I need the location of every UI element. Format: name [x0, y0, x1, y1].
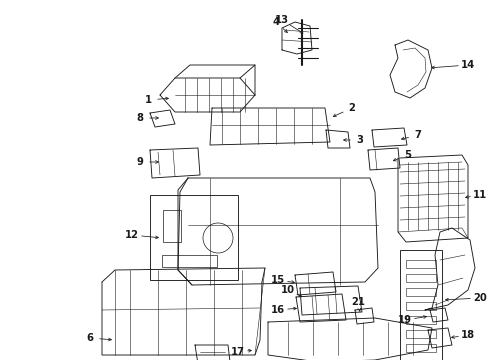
Text: 6: 6: [87, 333, 94, 343]
Text: 18: 18: [461, 330, 475, 340]
Text: 17: 17: [231, 347, 245, 357]
Text: 15: 15: [271, 275, 285, 285]
Bar: [406, 330, 436, 338]
Bar: [406, 344, 436, 352]
Bar: [163, 210, 181, 242]
Bar: [400, 250, 442, 360]
Bar: [406, 260, 436, 268]
Text: 1: 1: [145, 95, 151, 105]
Text: 5: 5: [405, 150, 412, 160]
Text: 2: 2: [348, 103, 355, 113]
Text: 14: 14: [461, 60, 475, 70]
Text: 20: 20: [473, 293, 487, 303]
Text: 11: 11: [473, 190, 487, 200]
Bar: [406, 274, 436, 282]
Text: 8: 8: [137, 113, 144, 123]
Text: 12: 12: [125, 230, 139, 240]
Text: 9: 9: [137, 157, 144, 167]
Text: 13: 13: [275, 15, 289, 25]
Text: 4: 4: [272, 17, 280, 27]
Bar: [406, 302, 436, 310]
Bar: [406, 316, 436, 324]
Circle shape: [203, 223, 233, 253]
Text: 16: 16: [271, 305, 285, 315]
Text: 3: 3: [357, 135, 364, 145]
Text: 21: 21: [351, 297, 365, 307]
Bar: [150, 195, 238, 280]
Text: 19: 19: [398, 315, 412, 325]
Text: 10: 10: [281, 285, 295, 295]
Bar: [406, 288, 436, 296]
Bar: [162, 255, 217, 267]
Text: 7: 7: [415, 130, 421, 140]
